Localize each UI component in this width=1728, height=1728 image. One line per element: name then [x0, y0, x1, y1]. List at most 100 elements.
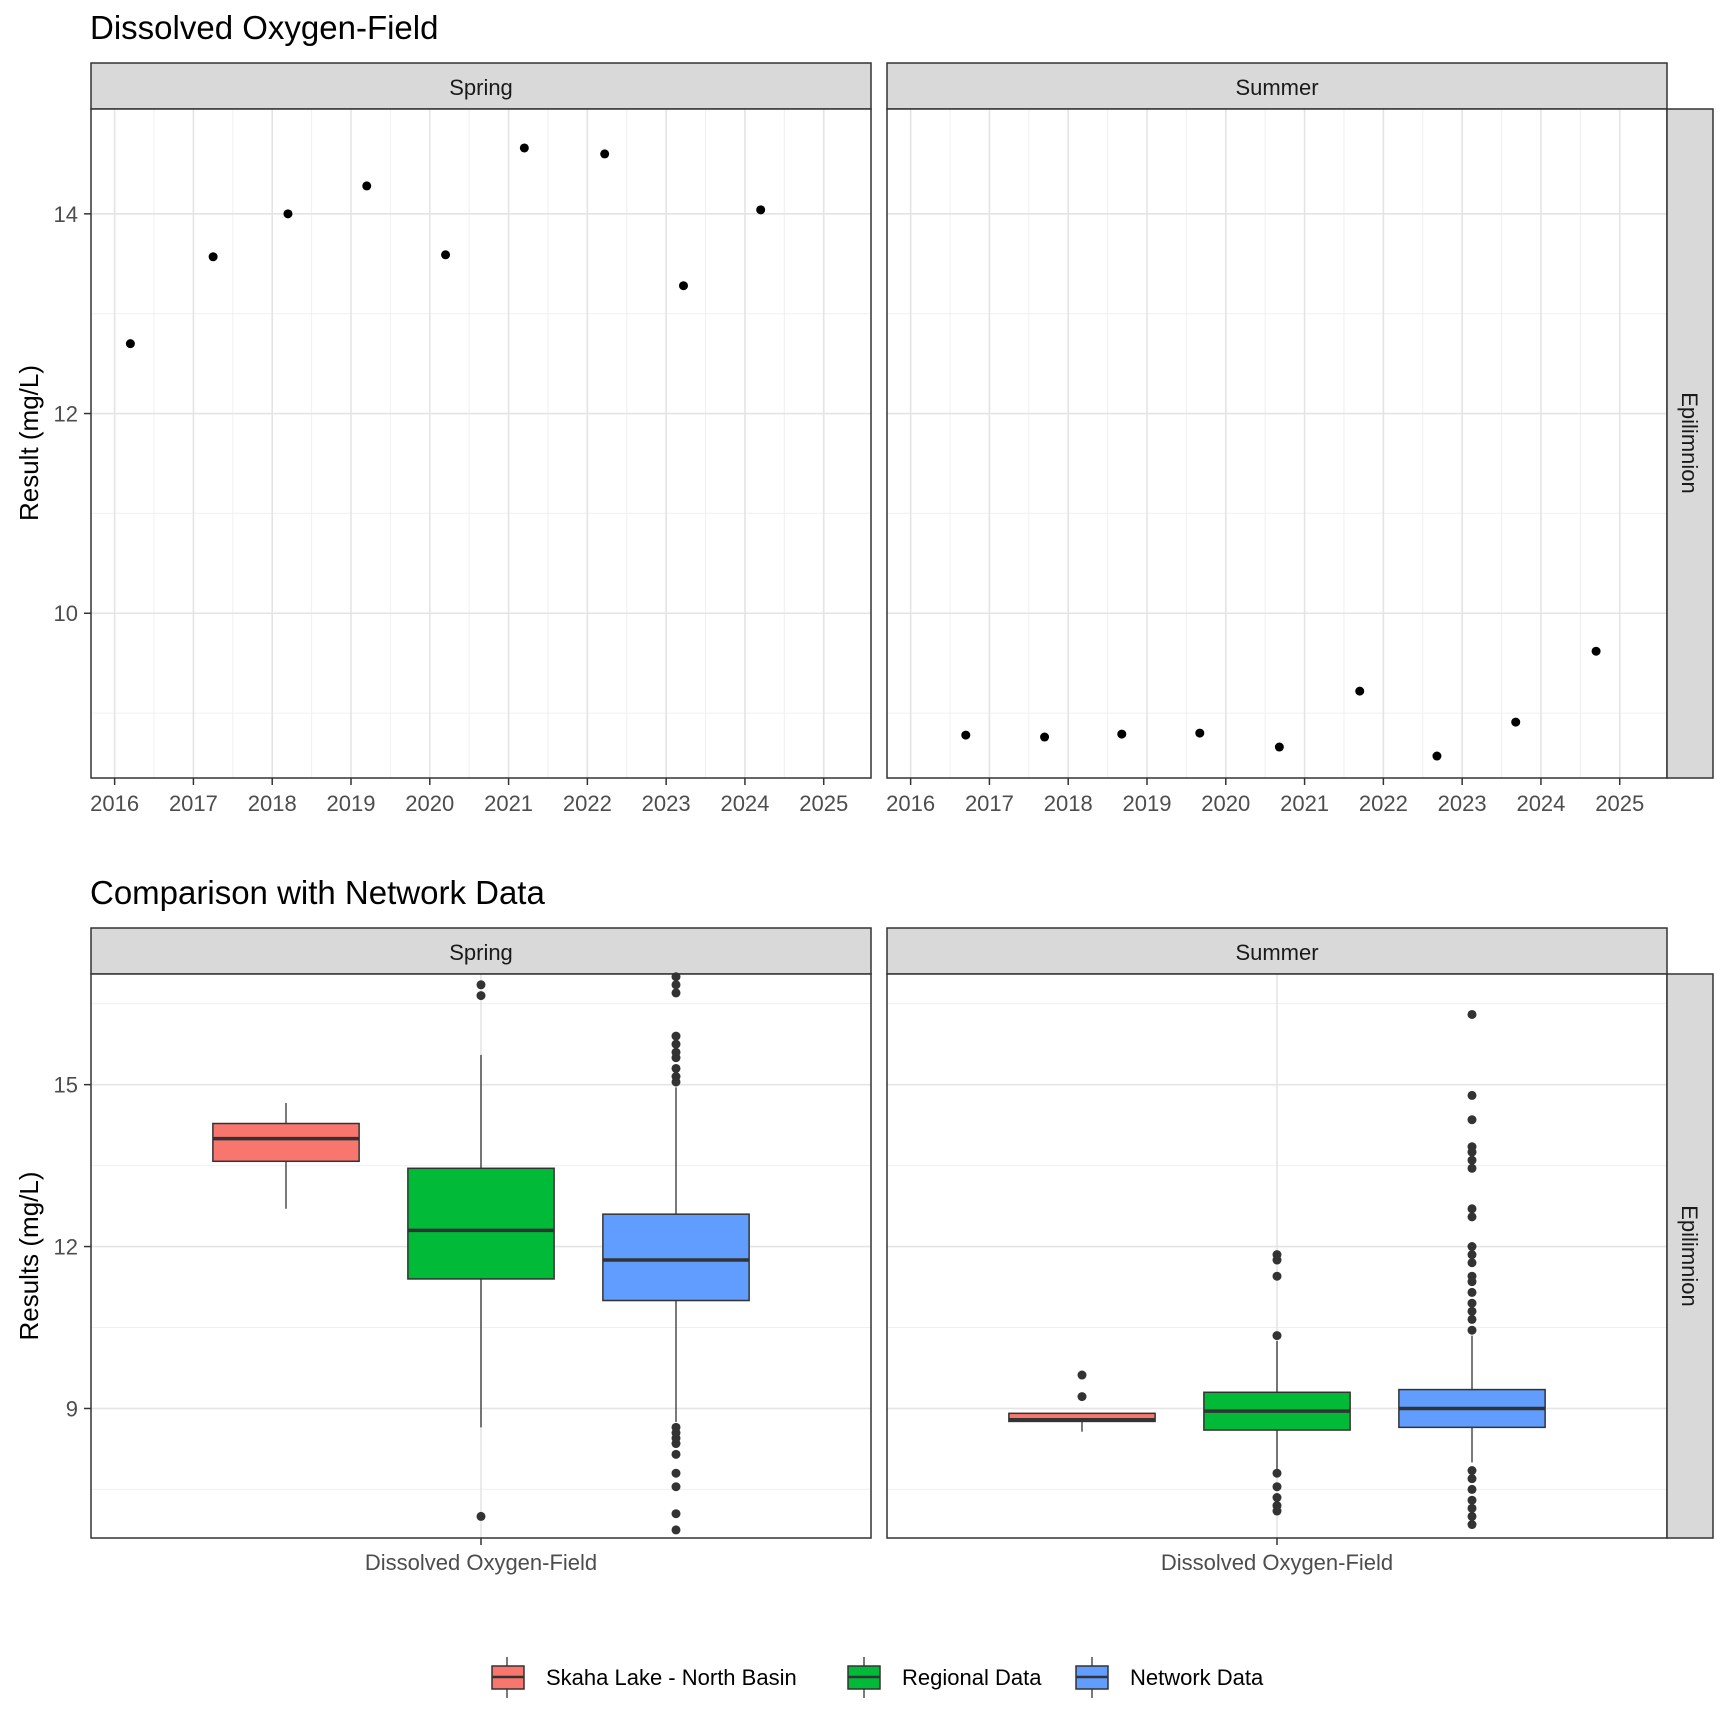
box-chart: Comparison with Network Data Results (mg…	[14, 874, 1714, 1575]
outlier-point	[1077, 1370, 1087, 1380]
box-y-axis-label: Results (mg/L)	[14, 1171, 44, 1340]
outlier-point	[476, 991, 486, 1001]
outlier-point	[671, 1063, 681, 1073]
box-spring-boxes	[212, 972, 750, 1535]
data-point	[1274, 742, 1284, 752]
scatter-chart: Dissolved Oxygen-Field Result (mg/L) Spr…	[14, 9, 1714, 816]
outlier-point	[1467, 1204, 1477, 1214]
data-point	[600, 149, 610, 159]
x-tick-label: 2023	[1438, 791, 1487, 816]
outlier-point	[1467, 1155, 1477, 1165]
data-point	[362, 181, 372, 191]
box-chart-title: Comparison with Network Data	[90, 874, 545, 911]
x-tick-label: 2019	[1123, 791, 1172, 816]
box-iqr	[407, 1167, 555, 1280]
outlier-point	[1077, 1392, 1087, 1402]
scatter-panel-spring: Spring 2016 2017 2018 2019 2020 2021 2022 2023 2…	[54, 62, 872, 816]
x-tick-label: 2021	[484, 791, 533, 816]
x-tick-label: 2018	[248, 791, 297, 816]
outlier-point	[1467, 1258, 1477, 1268]
outlier-point	[1467, 1466, 1477, 1476]
data-point	[1432, 751, 1442, 761]
y-tick-label: 12	[54, 1235, 78, 1260]
x-tick-label: 2022	[1359, 791, 1408, 816]
scatter-summer-strip-label: Summer	[1235, 75, 1318, 100]
legend-item-network: Network Data	[1075, 1657, 1264, 1698]
x-tick-label: 2020	[405, 791, 454, 816]
scatter-summer-gridlines	[887, 109, 1667, 778]
outlier-point	[1467, 1298, 1477, 1308]
scatter-row-strip-label: Epilimnion	[1677, 392, 1702, 494]
box-summer-x-tick-label: Dissolved Oxygen-Field	[1161, 1550, 1393, 1575]
y-tick-label: 14	[54, 202, 78, 227]
scatter-spring-x-axis: 2016 2017 2018 2019 2020 2021 2022 2023 2024 2025	[90, 778, 848, 816]
outlier-point	[671, 1482, 681, 1492]
data-point	[519, 143, 529, 153]
outlier-point	[1467, 1212, 1477, 1222]
y-tick-label: 15	[54, 1073, 78, 1098]
x-tick-label: 2022	[563, 791, 612, 816]
box-iqr	[212, 1122, 360, 1163]
outlier-point	[1272, 1250, 1282, 1260]
outlier-point	[1467, 1287, 1477, 1297]
y-tick-label: 12	[54, 402, 78, 427]
x-tick-label: 2021	[1280, 791, 1329, 816]
outlier-point	[476, 980, 486, 990]
box-summer-strip	[886, 927, 1668, 975]
scatter-row-strip	[1666, 108, 1714, 779]
outlier-point	[671, 1031, 681, 1041]
box-y-axis: 9 12 15	[54, 1073, 91, 1421]
outlier-point	[1272, 1331, 1282, 1341]
scatter-spring-gridlines	[91, 109, 871, 778]
x-tick-label: 2019	[327, 791, 376, 816]
outlier-point	[1467, 1242, 1477, 1252]
scatter-summer-x-axis: 2016 2017 2018 2019 2020 2021 2022 2023 2024 2025	[886, 778, 1644, 816]
legend-item-skaha: Skaha Lake - North Basin	[491, 1657, 797, 1698]
outlier-point	[671, 1039, 681, 1049]
data-point	[961, 730, 971, 740]
box-summer-boxes	[1008, 1009, 1546, 1530]
outlier-point	[1467, 1163, 1477, 1173]
x-tick-label: 2016	[90, 791, 139, 816]
outlier-point	[1467, 1314, 1477, 1324]
scatter-spring-strip-label: Spring	[449, 75, 513, 100]
outlier-point	[1467, 1306, 1477, 1316]
data-point	[1511, 717, 1521, 727]
box-spring-strip-label: Spring	[449, 940, 513, 965]
scatter-summer-strip	[886, 62, 1668, 110]
data-point	[1195, 728, 1205, 738]
x-tick-label: 2025	[1595, 791, 1644, 816]
outlier-point	[671, 1449, 681, 1459]
legend-label-network: Network Data	[1130, 1665, 1264, 1690]
scatter-spring-strip	[90, 62, 872, 110]
legend-label-skaha: Skaha Lake - North Basin	[546, 1665, 797, 1690]
outlier-point	[671, 1509, 681, 1519]
outlier-point	[1467, 1520, 1477, 1530]
box-row-strip-label: Epilimnion	[1677, 1205, 1702, 1307]
outlier-point	[1467, 1495, 1477, 1505]
scatter-panel-summer: Summer 2016 2017 2018 2019 2020 2021 2022 2023 2…	[886, 62, 1668, 816]
legend-label-regional: Regional Data	[902, 1665, 1042, 1690]
box-iqr	[602, 1213, 750, 1302]
box-skaha-lake-north-basin	[1008, 1370, 1156, 1432]
outlier-point	[1272, 1493, 1282, 1503]
outlier-point	[1467, 1511, 1477, 1521]
box-network-data	[602, 972, 750, 1535]
data-point	[1040, 732, 1050, 742]
data-point	[678, 281, 688, 291]
box-spring-strip	[90, 927, 872, 975]
outlier-point	[1272, 1468, 1282, 1478]
data-point	[756, 205, 766, 215]
x-tick-label: 2024	[720, 791, 769, 816]
box-panel-summer: Summer Dissolved Oxygen-Field	[886, 927, 1668, 1575]
outlier-point	[476, 1511, 486, 1521]
scatter-spring-points	[125, 143, 766, 349]
data-point	[1591, 646, 1601, 656]
outlier-point	[1467, 1474, 1477, 1484]
data-point	[441, 250, 451, 260]
outlier-point	[1467, 1484, 1477, 1494]
outlier-point	[1272, 1271, 1282, 1281]
scatter-spring-plot-border	[90, 108, 872, 779]
outlier-point	[671, 1468, 681, 1478]
scatter-chart-title: Dissolved Oxygen-Field	[90, 9, 438, 46]
